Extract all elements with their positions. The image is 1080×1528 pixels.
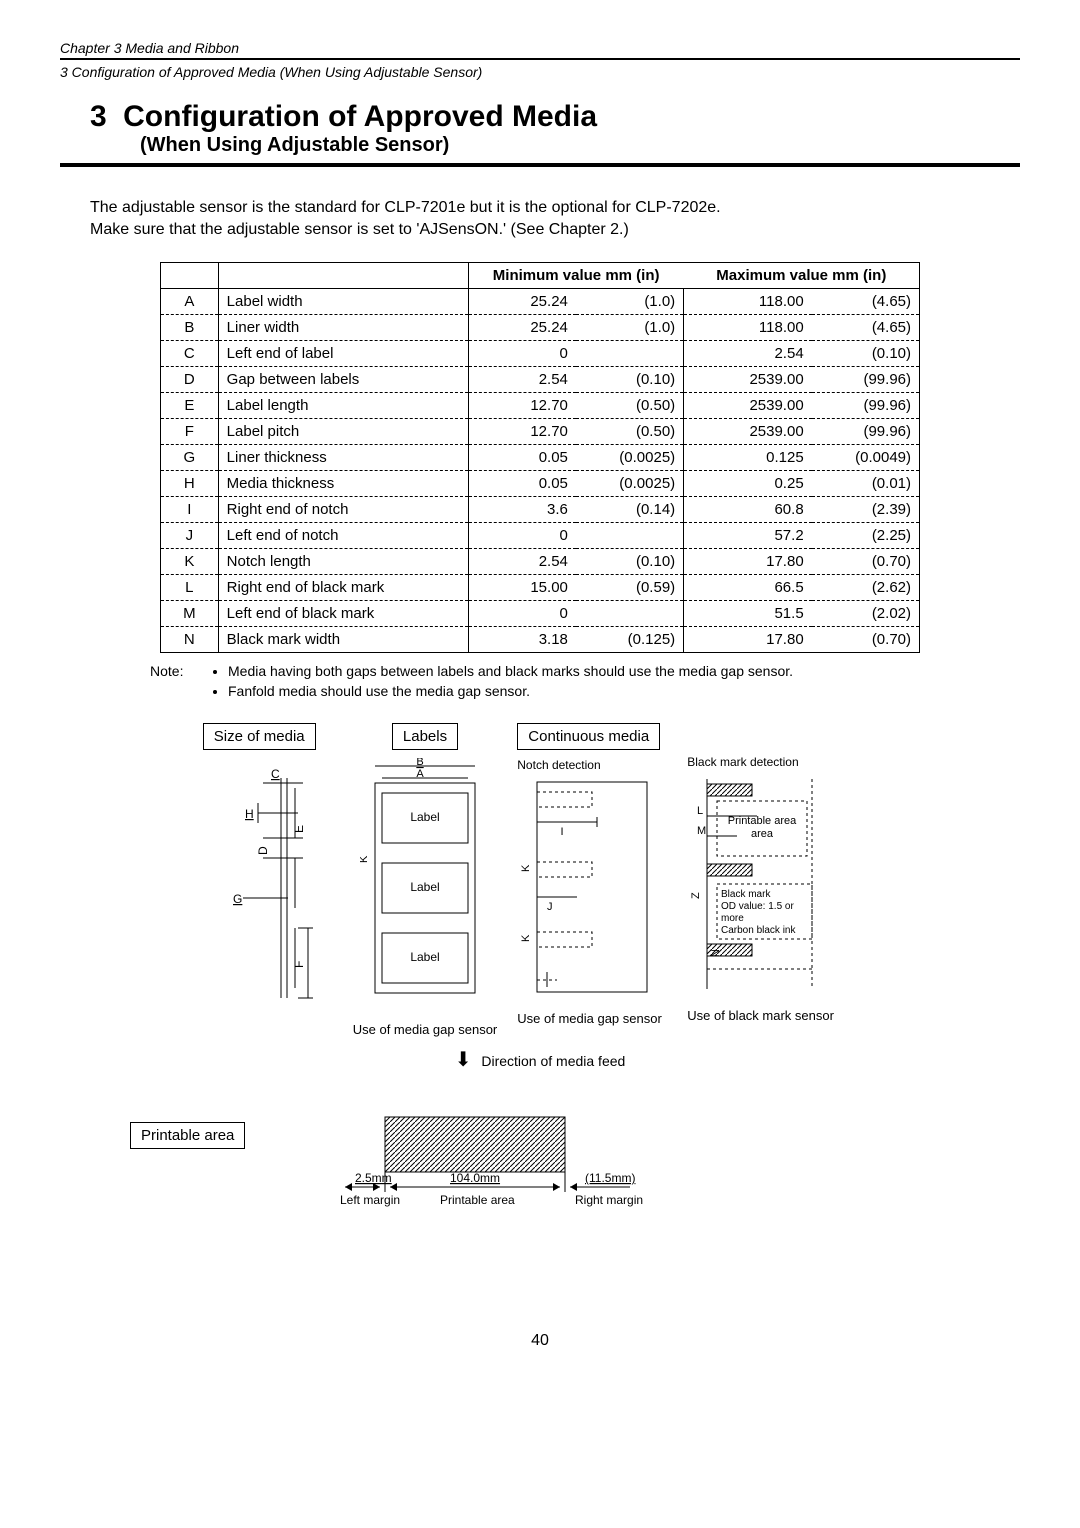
svg-text:L: L [697, 805, 703, 817]
printable-section: Printable area 2.5mm Left margin 104.0mm… [130, 1112, 1020, 1232]
notch-detection-label: Notch detection [517, 758, 600, 772]
intro-text: The adjustable sensor is the standard fo… [90, 197, 1020, 242]
svg-text:E: E [292, 825, 306, 833]
labels-diagram: B A Label Label Label K [360, 758, 490, 1018]
printable-area-box: Printable area [130, 1122, 245, 1149]
svg-text:Label: Label [410, 880, 439, 894]
table-row: ELabel length12.70(0.50)2539.00(99.96) [161, 392, 920, 418]
blackmark-diagram: Printable area area L M Z N Black mark O… [687, 769, 877, 1004]
diagrams-row: Size of media C H E D [60, 723, 1020, 1037]
note-label: Note: [150, 663, 210, 703]
svg-text:OD value: 1.5 or: OD value: 1.5 or [721, 901, 794, 912]
table-row: KNotch length2.54(0.10)17.80(0.70) [161, 548, 920, 574]
svg-text:Label: Label [410, 810, 439, 824]
table-row: DGap between labels2.54(0.10)2539.00(99.… [161, 366, 920, 392]
intro-line1: The adjustable sensor is the standard fo… [90, 197, 1020, 219]
svg-text:Z: Z [690, 892, 702, 899]
table-row: FLabel pitch12.70(0.50)2539.00(99.96) [161, 418, 920, 444]
use-gap-caption-2: Use of media gap sensor [517, 1011, 662, 1026]
svg-text:B: B [416, 758, 423, 768]
table-row: JLeft end of notch057.2(2.25) [161, 522, 920, 548]
direction-label: Direction of media feed [481, 1053, 625, 1069]
svg-text:area: area [751, 828, 774, 840]
svg-text:Left margin: Left margin [340, 1193, 400, 1207]
use-black-caption: Use of black mark sensor [687, 1008, 834, 1023]
use-gap-caption-1: Use of media gap sensor [353, 1022, 498, 1037]
svg-text:J: J [547, 901, 553, 913]
table-row: ALabel width25.24(1.0)118.00(4.65) [161, 288, 920, 314]
spec-header-min: Minimum value mm (in) [468, 262, 684, 288]
spec-header-max: Maximum value mm (in) [684, 262, 920, 288]
svg-text:M: M [697, 825, 706, 837]
svg-text:F: F [292, 960, 306, 967]
labels-box: Labels [392, 723, 458, 750]
table-row: GLiner thickness0.05(0.0025)0.125(0.0049… [161, 444, 920, 470]
svg-text:C: C [271, 767, 280, 781]
printable-area-diagram: 2.5mm Left margin 104.0mm Printable area… [285, 1112, 705, 1232]
svg-text:A: A [416, 768, 424, 780]
note-item: Media having both gaps between labels an… [228, 663, 793, 679]
table-row: BLiner width25.24(1.0)118.00(4.65) [161, 314, 920, 340]
svg-text:G: G [233, 892, 242, 906]
table-row: LRight end of black mark15.00(0.59)66.5(… [161, 574, 920, 600]
svg-text:Black mark: Black mark [721, 889, 771, 900]
black-mark-detection-label: Black mark detection [687, 755, 798, 769]
page-number: 40 [60, 1332, 1020, 1350]
svg-text:D: D [256, 846, 270, 855]
table-row: NBlack mark width3.18(0.125)17.80(0.70) [161, 626, 920, 652]
svg-text:104.0mm: 104.0mm [450, 1171, 500, 1185]
table-row: MLeft end of black mark051.5(2.02) [161, 600, 920, 626]
note-item: Fanfold media should use the media gap s… [228, 683, 793, 699]
svg-text:N: N [710, 949, 722, 957]
notch-diagram: I J K K [517, 772, 667, 1007]
section-header: 3 Configuration of Approved Media (When … [60, 64, 1020, 80]
section-main: Configuration of Approved Media [123, 100, 597, 133]
size-media-diagram: C H E D G F [203, 758, 333, 1018]
svg-text:K: K [360, 855, 370, 863]
chapter-header: Chapter 3 Media and Ribbon [60, 40, 1020, 60]
svg-text:Printable area: Printable area [440, 1193, 515, 1207]
table-row: HMedia thickness0.05(0.0025)0.25(0.01) [161, 470, 920, 496]
size-of-media-box: Size of media [203, 723, 316, 750]
svg-text:(11.5mm): (11.5mm) [585, 1171, 635, 1185]
svg-text:more: more [721, 913, 744, 924]
svg-text:Printable area: Printable area [728, 815, 797, 827]
svg-text:2.5mm: 2.5mm [355, 1171, 392, 1185]
arrow-down-icon: ⬇ [455, 1049, 472, 1071]
svg-text:Label: Label [410, 950, 439, 964]
section-title: 3 Configuration of Approved Media (When … [60, 100, 1020, 167]
section-sub: (When Using Adjustable Sensor) [140, 134, 1020, 157]
svg-text:K: K [520, 864, 532, 872]
table-row: CLeft end of label02.54(0.10) [161, 340, 920, 366]
continuous-box: Continuous media [517, 723, 660, 750]
section-number: 3 [90, 100, 107, 133]
svg-text:Right margin: Right margin [575, 1193, 643, 1207]
svg-text:K: K [520, 934, 532, 942]
table-row: IRight end of notch3.6(0.14)60.8(2.39) [161, 496, 920, 522]
spec-table: Minimum value mm (in) Maximum value mm (… [160, 262, 920, 653]
note-block: Note: Media having both gaps between lab… [150, 663, 1020, 703]
svg-text:H: H [245, 807, 254, 821]
svg-text:I: I [561, 826, 564, 838]
direction-row: ⬇ Direction of media feed [60, 1047, 1020, 1072]
svg-text:Carbon black ink: Carbon black ink [721, 925, 796, 936]
intro-line2: Make sure that the adjustable sensor is … [90, 219, 1020, 241]
